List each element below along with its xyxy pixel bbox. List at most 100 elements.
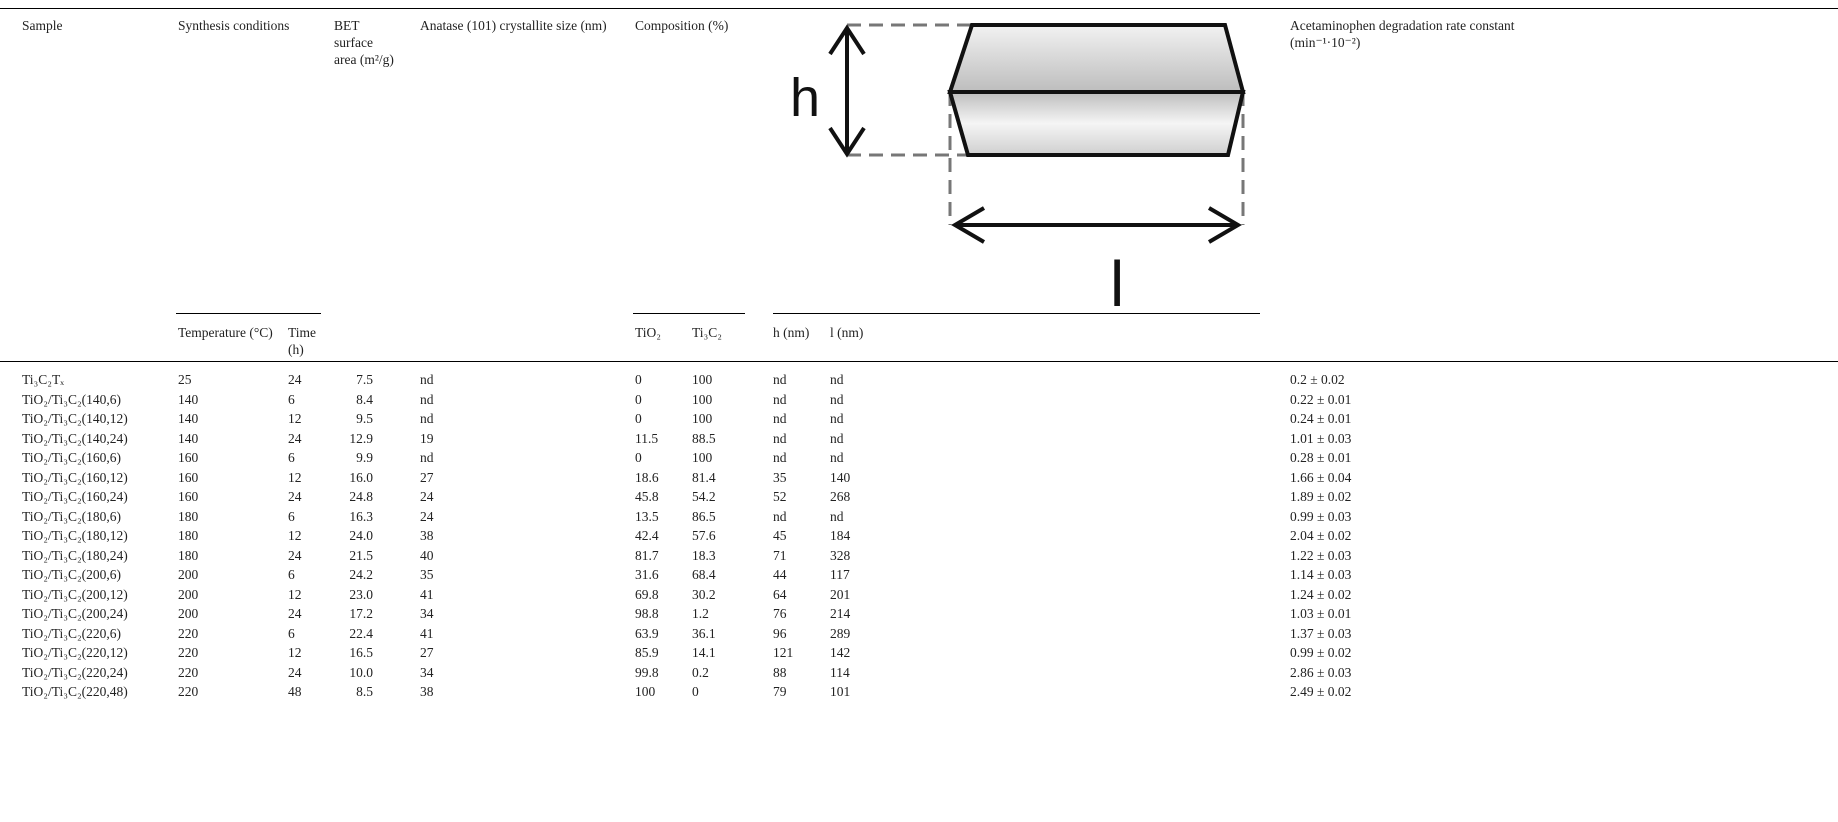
cell-ti3c2: 1.2 xyxy=(692,606,709,621)
cell-l: 140 xyxy=(830,469,851,485)
cell-anatase: 34 xyxy=(420,664,434,680)
crystal-diagram: h l xyxy=(790,23,1246,314)
cell-sample: TiO₂/Ti₃C₂(180,6) xyxy=(22,508,122,524)
cell-bet: 22.4 xyxy=(349,625,373,641)
cell-time: 24 xyxy=(288,430,302,446)
cell-rate: 2.86 ± 0.03 xyxy=(1290,664,1352,680)
cell-tio2: 0 xyxy=(635,391,642,407)
cell-sample: Ti₃C₂Tₓ xyxy=(22,372,65,387)
cell-temperature: 160 xyxy=(178,489,199,504)
cell-temperature: 180 xyxy=(178,508,199,524)
cell-h: 52 xyxy=(773,489,787,504)
cell-temperature: 220 xyxy=(178,645,199,660)
cell-anatase: nd xyxy=(420,450,434,465)
cell-bet: 16.3 xyxy=(349,508,373,524)
cell-h: 88 xyxy=(773,664,787,680)
cell-rate: 0.28 ± 0.01 xyxy=(1290,450,1352,465)
cell-rate: 1.01 ± 0.03 xyxy=(1290,430,1352,446)
cell-temperature: 160 xyxy=(178,450,199,465)
crystal-top xyxy=(947,23,1246,94)
cell-time: 6 xyxy=(288,450,295,465)
cell-anatase: 24 xyxy=(420,508,434,524)
cell-rate: 0.24 ± 0.01 xyxy=(1290,411,1352,426)
cell-time: 48 xyxy=(288,684,302,699)
cell-h: 71 xyxy=(773,547,787,563)
cell-tio2: 99.8 xyxy=(635,664,659,680)
cell-h: 96 xyxy=(773,625,787,641)
cell-rate: 1.24 ± 0.02 xyxy=(1290,586,1352,602)
cell-ti3c2: 88.5 xyxy=(692,430,716,446)
cell-sample: TiO₂/Ti₃C₂(180,12) xyxy=(22,528,128,543)
cell-tio2: 0 xyxy=(635,372,642,387)
cell-sample: TiO₂/Ti₃C₂(200,24) xyxy=(22,606,128,621)
cell-bet: 23.0 xyxy=(349,586,373,602)
arrows xyxy=(828,24,1242,244)
cell-l: 184 xyxy=(830,528,851,543)
cell-temperature: 220 xyxy=(178,625,199,641)
subheader-time: Time (h) xyxy=(288,325,317,357)
top-rule xyxy=(0,8,1838,9)
cell-ti3c2: 86.5 xyxy=(692,508,716,524)
cell-h: 45 xyxy=(773,528,787,543)
composition-rule xyxy=(633,313,745,314)
cell-bet: 9.5 xyxy=(356,411,373,426)
cell-anatase: 24 xyxy=(420,489,434,504)
cell-rate: 1.37 ± 0.03 xyxy=(1290,625,1352,641)
cell-anatase: 19 xyxy=(420,430,434,446)
cell-l: nd xyxy=(830,450,844,465)
cell-tio2: 81.7 xyxy=(635,547,659,563)
cell-l: 268 xyxy=(830,489,851,504)
cell-sample: TiO₂/Ti₃C₂(200,12) xyxy=(22,586,128,602)
cell-rate: 1.66 ± 0.04 xyxy=(1290,469,1352,485)
cell-anatase: nd xyxy=(420,411,434,426)
cell-anatase: 27 xyxy=(420,469,434,485)
cell-tio2: 13.5 xyxy=(635,508,659,524)
subheader-h: h (nm) xyxy=(773,325,810,340)
cell-sample: TiO₂/Ti₃C₂(140,6) xyxy=(22,391,122,407)
cell-sample: TiO₂/Ti₃C₂(160,6) xyxy=(22,450,122,465)
cell-l: 214 xyxy=(830,606,851,621)
cell-ti3c2: 57.6 xyxy=(692,528,716,543)
cell-tio2: 0 xyxy=(635,411,642,426)
cell-tio2: 11.5 xyxy=(635,430,659,446)
cell-l: 117 xyxy=(830,567,850,582)
cell-sample: TiO₂/Ti₃C₂(160,12) xyxy=(22,469,128,485)
cell-time: 12 xyxy=(288,528,302,543)
cell-time: 12 xyxy=(288,586,302,602)
cell-sample: TiO₂/Ti₃C₂(220,12) xyxy=(22,645,128,660)
cell-h: nd xyxy=(773,430,787,446)
cell-h: nd xyxy=(773,508,787,524)
cell-time: 24 xyxy=(288,547,302,563)
cell-temperature: 180 xyxy=(178,547,199,563)
cell-bet: 24.0 xyxy=(349,528,373,543)
cell-bet: 21.5 xyxy=(349,547,373,563)
cell-sample: TiO₂/Ti₃C₂(140,24) xyxy=(22,430,128,446)
cell-rate: 2.49 ± 0.02 xyxy=(1290,684,1352,699)
cell-anatase: 34 xyxy=(420,606,434,621)
cell-anatase: 38 xyxy=(420,684,434,699)
cell-time: 6 xyxy=(288,391,295,407)
cell-rate: 0.22 ± 0.01 xyxy=(1290,391,1352,407)
cell-sample: TiO₂/Ti₃C₂(200,6) xyxy=(22,567,122,582)
cell-temperature: 200 xyxy=(178,606,199,621)
cell-bet: 17.2 xyxy=(349,606,373,621)
subheader-l: l (nm) xyxy=(830,325,864,340)
cell-l: 289 xyxy=(830,625,851,641)
cell-l: 114 xyxy=(830,664,850,680)
cell-ti3c2: 68.4 xyxy=(692,567,716,582)
h-label: h xyxy=(790,68,820,128)
cell-ti3c2: 100 xyxy=(692,372,713,387)
cell-h: 35 xyxy=(773,469,787,485)
cell-rate: 1.14 ± 0.03 xyxy=(1290,567,1352,582)
cell-temperature: 200 xyxy=(178,567,199,582)
cell-temperature: 200 xyxy=(178,586,199,602)
cell-temperature: 140 xyxy=(178,411,199,426)
cell-h: nd xyxy=(773,391,787,407)
cell-anatase: 27 xyxy=(420,645,434,660)
cell-bet: 24.8 xyxy=(349,489,373,504)
cell-ti3c2: 81.4 xyxy=(692,469,716,485)
cell-ti3c2: 0 xyxy=(692,684,699,699)
size-rule xyxy=(773,313,1260,314)
cell-anatase: 41 xyxy=(420,586,434,602)
